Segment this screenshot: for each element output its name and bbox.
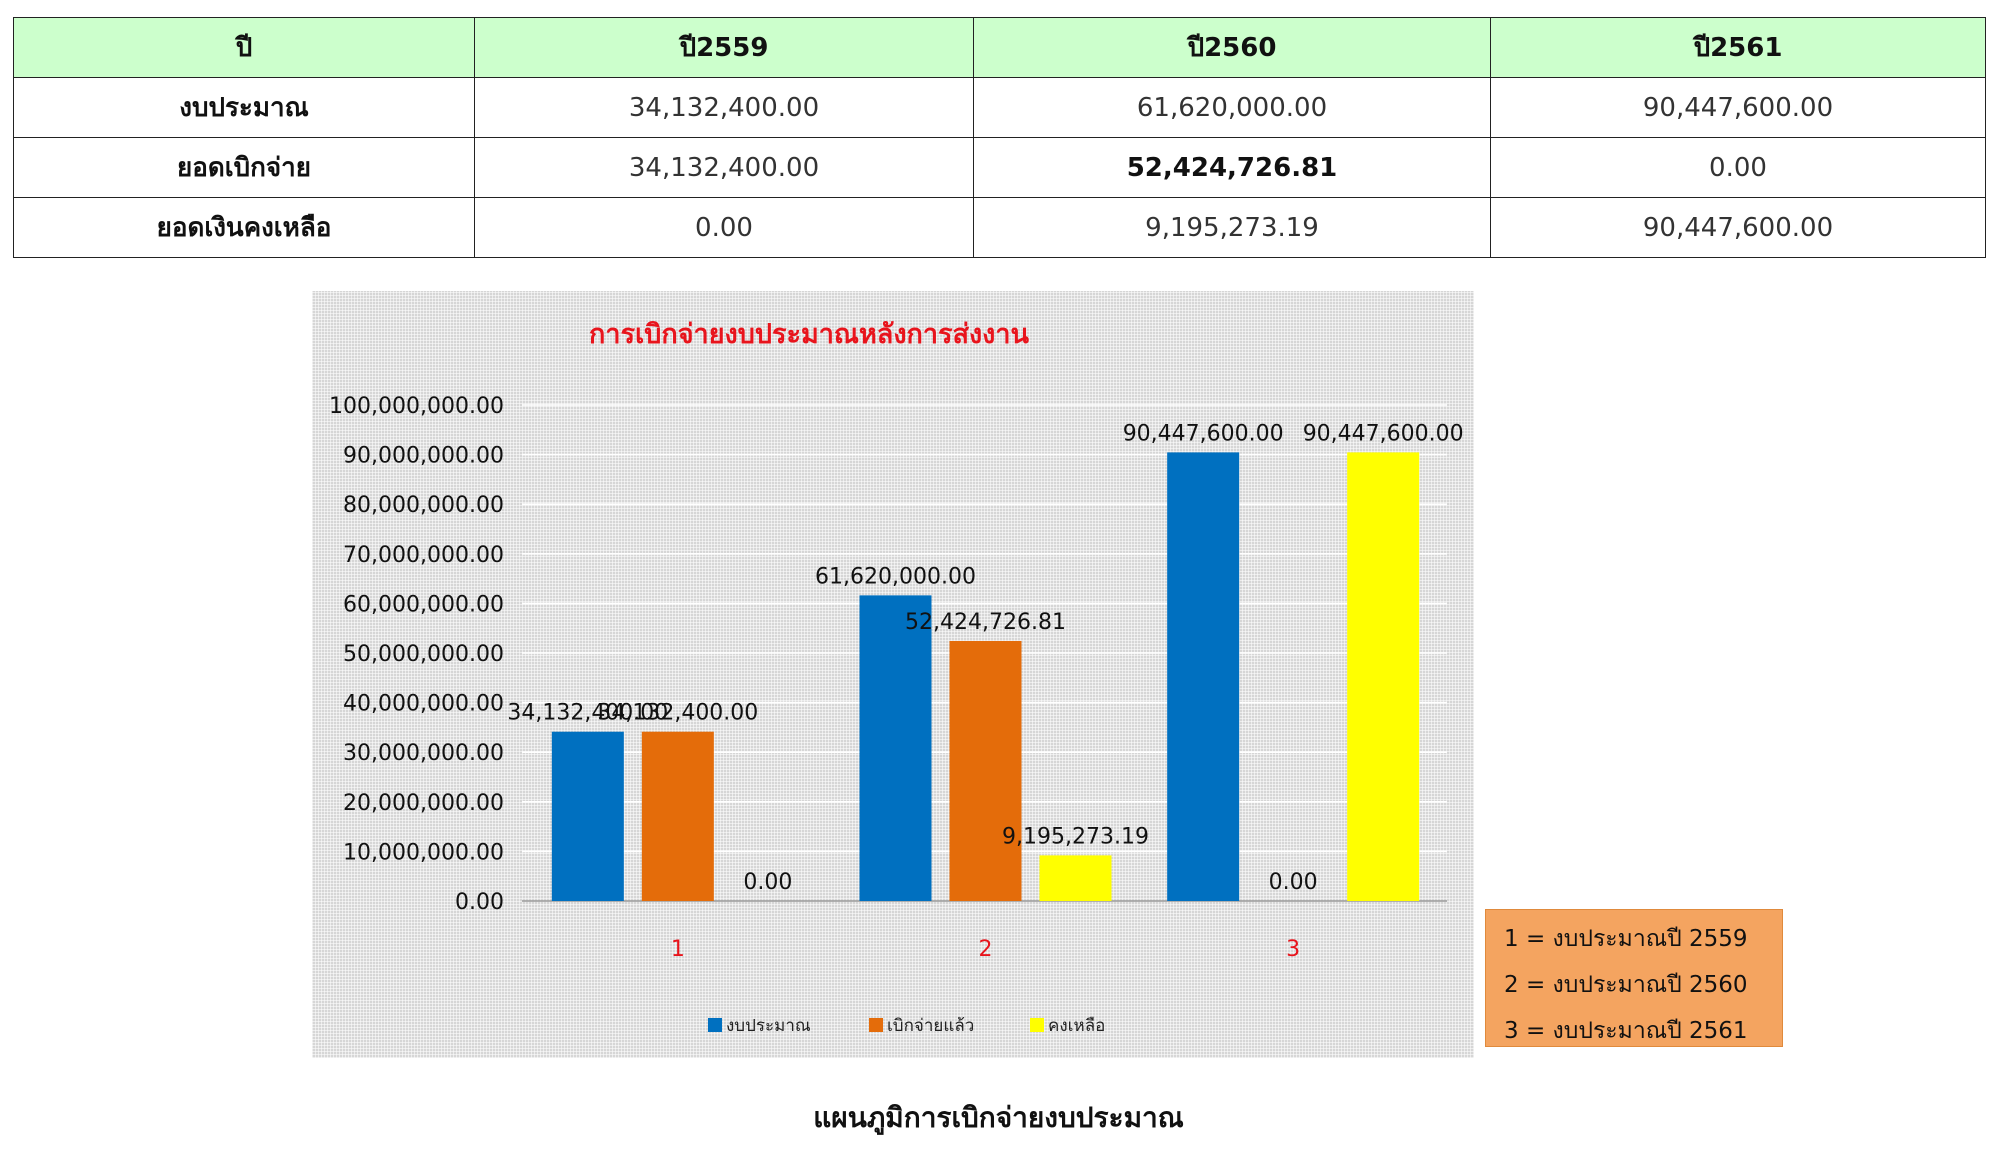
- table-row-budget: งบประมาณ 34,132,400.00 61,620,000.00 90,…: [13, 77, 1986, 138]
- y-tick-label: 60,000,000.00: [343, 592, 504, 617]
- cell-budget-2559: 34,132,400.00: [474, 77, 974, 138]
- row-label-remaining: ยอดเงินคงเหลือ: [13, 197, 475, 258]
- cell-disbursed-2559: 34,132,400.00: [474, 137, 974, 198]
- legend-label: งบประมาณ: [726, 1016, 811, 1036]
- data-label: 61,620,000.00: [815, 564, 976, 589]
- row-label-budget: งบประมาณ: [13, 77, 475, 138]
- bar: [1167, 452, 1240, 901]
- legend-swatch: [1030, 1018, 1044, 1032]
- budget-summary-table: ปี ปี2559 ปี2560 ปี2561 งบประมาณ 34,132,…: [13, 17, 1986, 258]
- data-label: 9,195,273.19: [1002, 824, 1149, 849]
- chart-canvas: การเบิกจ่ายงบประมาณหลังการส่งงาน 0.00 10,…: [329, 319, 1464, 1036]
- header-year: ปี: [13, 17, 475, 78]
- bar: [859, 595, 932, 901]
- key-line-3: 3 = งบประมาณปี 2561: [1504, 1018, 1748, 1044]
- y-tick-label: 40,000,000.00: [343, 692, 504, 717]
- key-line-2: 2 = งบประมาณปี 2560: [1504, 972, 1748, 998]
- bar: [949, 640, 1022, 901]
- data-label: 52,424,726.81: [905, 610, 1066, 635]
- x-category-label: 1: [671, 937, 685, 962]
- data-label: 0.00: [1269, 870, 1318, 895]
- x-category-label: 3: [1286, 937, 1300, 962]
- bar: [1039, 855, 1112, 901]
- bar: [641, 731, 714, 901]
- row-label-disbursed: ยอดเบิกจ่าย: [13, 137, 475, 198]
- y-tick-label: 30,000,000.00: [343, 741, 504, 766]
- legend-label: เบิกจ่ายแล้ว: [887, 1016, 974, 1036]
- cell-budget-2560: 61,620,000.00: [973, 77, 1491, 138]
- cell-remaining-2559: 0.00: [474, 197, 974, 258]
- y-tick-label: 90,000,000.00: [343, 444, 504, 469]
- y-tick-label: 50,000,000.00: [343, 642, 504, 667]
- data-label: 90,447,600.00: [1123, 421, 1284, 446]
- y-tick-label: 80,000,000.00: [343, 493, 504, 518]
- bar: [1347, 452, 1420, 901]
- table-row-remaining: ยอดเงินคงเหลือ 0.00 9,195,273.19 90,447,…: [13, 197, 1986, 258]
- y-tick-label: 10,000,000.00: [343, 840, 504, 865]
- data-label: 90,447,600.00: [1303, 421, 1464, 446]
- bar: [551, 731, 624, 901]
- x-category-label: 2: [979, 937, 993, 962]
- chart-title: การเบิกจ่ายงบประมาณหลังการส่งงาน: [589, 319, 1030, 350]
- header-2559: ปี2559: [474, 17, 974, 78]
- cell-remaining-2561: 90,447,600.00: [1490, 197, 1986, 258]
- legend-label: คงเหลือ: [1048, 1016, 1105, 1036]
- legend-swatch: [869, 1018, 883, 1032]
- y-tick-label: 20,000,000.00: [343, 791, 504, 816]
- header-2561: ปี2561: [1490, 17, 1986, 78]
- cell-disbursed-2560: 52,424,726.81: [973, 137, 1491, 198]
- y-tick-label: 0.00: [455, 890, 504, 915]
- data-label: 0.00: [743, 870, 792, 895]
- y-tick-label: 70,000,000.00: [343, 543, 504, 568]
- header-2560: ปี2560: [973, 17, 1491, 78]
- key-line-1: 1 = งบประมาณปี 2559: [1504, 926, 1748, 952]
- budget-bar-chart: การเบิกจ่ายงบประมาณหลังการส่งงาน 0.00 10,…: [312, 291, 1474, 1058]
- table-row-disbursed: ยอดเบิกจ่าย 34,132,400.00 52,424,726.81 …: [13, 137, 1986, 198]
- cell-remaining-2560: 9,195,273.19: [973, 197, 1491, 258]
- cell-budget-2561: 90,447,600.00: [1490, 77, 1986, 138]
- legend-swatch: [708, 1018, 722, 1032]
- cell-disbursed-2561: 0.00: [1490, 137, 1986, 198]
- table-header-row: ปี ปี2559 ปี2560 ปี2561: [13, 17, 1986, 78]
- chart-caption: แผนภูมิการเบิกจ่ายงบประมาณ: [813, 1101, 1184, 1134]
- data-label: 34,132,400.00: [507, 701, 668, 726]
- y-tick-label: 100,000,000.00: [329, 394, 504, 419]
- category-key-box: 1 = งบประมาณปี 2559 2 = งบประมาณปี 2560 …: [1485, 909, 1783, 1047]
- data-label: 34,132,400.00: [597, 701, 758, 726]
